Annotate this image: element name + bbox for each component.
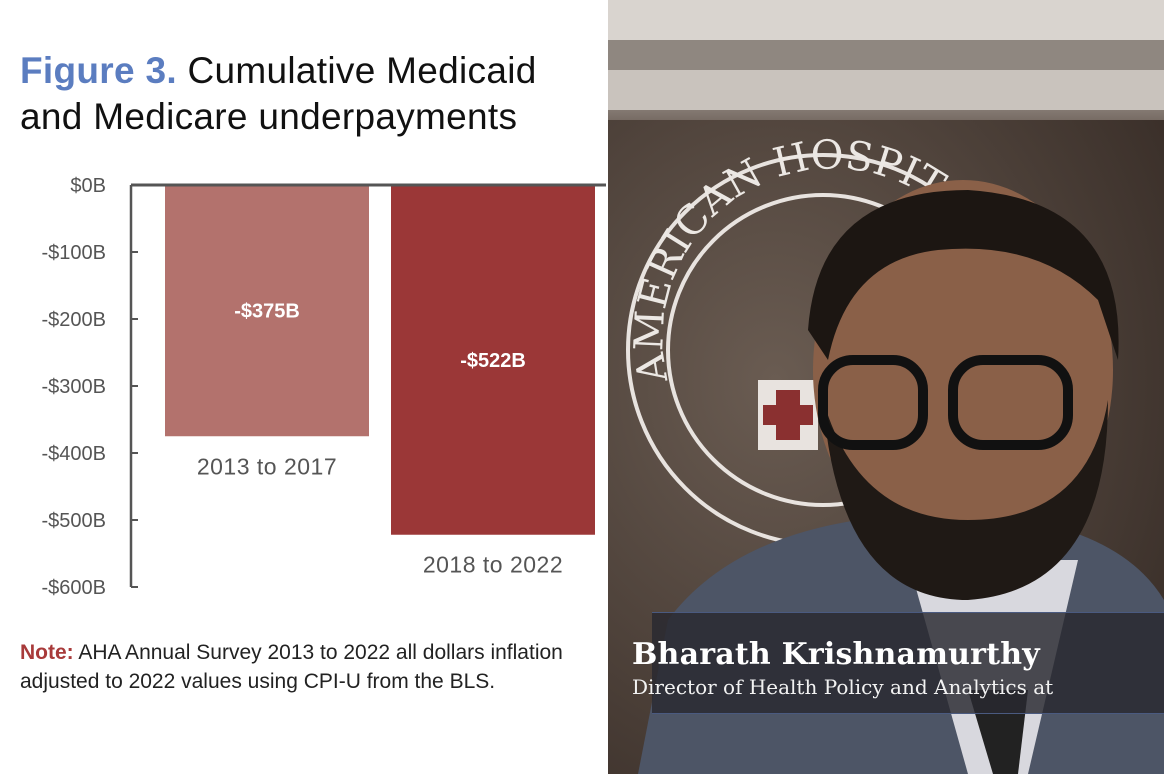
data-label: -$522B: [460, 350, 526, 372]
speaker-name: Bharath Krishnamurthy: [632, 637, 1040, 672]
bar-chart: -$375B 2013 to 2017 -$522B 2018 to 2022 $0B -…: [42, 175, 606, 599]
y-tick-label: $0B: [70, 175, 106, 197]
note-label: Note:: [20, 641, 74, 664]
x-tick-label: 2018 to 2022: [423, 552, 563, 578]
figure-label: Figure 3.: [20, 50, 177, 91]
lower-third-caption: Bharath Krishnamurthy Director of Health…: [632, 612, 1164, 714]
speaker-title: Director of Health Policy and Analytics …: [632, 675, 1054, 699]
figure-title-line2: and Medicare underpayments: [20, 96, 518, 137]
chart-panel: Figure 3. Cumulative Medicaid and Medica…: [20, 48, 606, 696]
chart-note: Note: AHA Annual Survey 2013 to 2022 all…: [20, 638, 580, 696]
data-label: -$375B: [234, 301, 300, 323]
bar-2018-to-2022: [391, 185, 595, 535]
bar-2013-to-2017: [165, 185, 369, 437]
figure-title: Figure 3. Cumulative Medicaid and Medica…: [20, 48, 537, 140]
y-tick-label: -$200B: [42, 309, 107, 331]
figure-title-line1: Cumulative Medicaid: [187, 50, 537, 91]
y-tick-label: -$300B: [42, 376, 107, 398]
note-text: AHA Annual Survey 2013 to 2022 all dolla…: [20, 641, 563, 693]
y-tick-label: -$400B: [42, 443, 107, 465]
y-tick-label: -$500B: [42, 510, 107, 532]
y-tick-label: -$600B: [42, 577, 107, 599]
y-tick-label: -$100B: [42, 242, 107, 264]
x-tick-label: 2013 to 2017: [197, 453, 337, 479]
